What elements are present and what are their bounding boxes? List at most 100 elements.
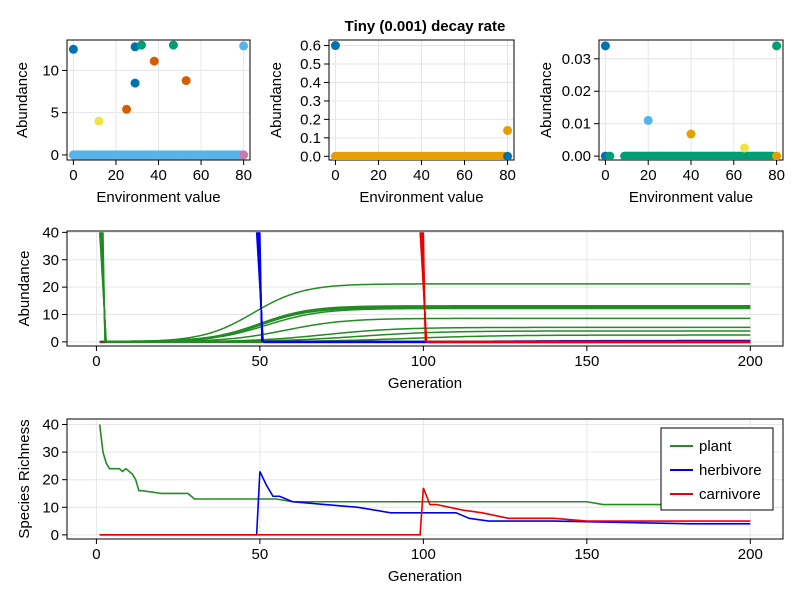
x-tick-label: 50 bbox=[252, 546, 269, 563]
data-point bbox=[136, 40, 146, 50]
y-tick-label: 40 bbox=[42, 417, 59, 434]
data-point bbox=[739, 143, 749, 153]
data-point bbox=[94, 116, 104, 126]
x-tick-label: 0 bbox=[69, 167, 77, 184]
env-carnivore-panel: 0 20 40 60 80 0.00 0.01 0.02 0.03 Environment val… bbox=[538, 39, 785, 206]
y-tick-label: 0.02 bbox=[562, 83, 591, 100]
env-plant-panel: 0 20 40 60 80 0 5 10 Environment value Abundance bbox=[14, 39, 252, 206]
x-tick-label: 20 bbox=[640, 167, 657, 184]
data-point bbox=[239, 150, 249, 160]
x-tick-label: 200 bbox=[738, 353, 763, 370]
herbivore-initial-spike bbox=[259, 232, 263, 342]
x-tick-label: 20 bbox=[108, 167, 125, 184]
data-point bbox=[68, 44, 78, 54]
y-tick-label: 0.4 bbox=[300, 74, 321, 91]
herbivore-richness-line bbox=[99, 471, 751, 536]
legend-label-carnivore: carnivore bbox=[699, 486, 761, 503]
env-plant-marks bbox=[68, 40, 249, 160]
y-tick-label: 0.00 bbox=[562, 148, 591, 165]
data-point bbox=[330, 41, 340, 51]
x-axis-label: Generation bbox=[388, 568, 462, 585]
data-point bbox=[122, 104, 132, 114]
richness-time-frame bbox=[66, 418, 784, 540]
plant-initial-spike bbox=[102, 232, 106, 342]
data-point bbox=[686, 129, 696, 139]
y-axis-label: Abundance bbox=[14, 62, 31, 138]
x-tick-label: 0 bbox=[601, 167, 609, 184]
x-axis-label: Environment value bbox=[359, 189, 483, 206]
y-tick-label: 10 bbox=[42, 499, 59, 516]
x-tick-label: 150 bbox=[574, 353, 599, 370]
richness-time-marks bbox=[98, 424, 751, 536]
x-tick-label: 80 bbox=[768, 167, 785, 184]
x-tick-label: 40 bbox=[683, 167, 700, 184]
x-tick-label: 0 bbox=[92, 353, 100, 370]
legend: plant herbivore carnivore bbox=[660, 427, 774, 511]
x-tick-label: 150 bbox=[574, 546, 599, 563]
data-point bbox=[643, 115, 653, 125]
y-tick-label: 0.3 bbox=[300, 93, 321, 110]
abundance-time-frame bbox=[66, 230, 784, 347]
data-point bbox=[605, 151, 615, 160]
y-axis-label: Species Richness bbox=[16, 419, 33, 538]
x-tick-label: 0 bbox=[92, 546, 100, 563]
y-tick-label: 0.01 bbox=[562, 116, 591, 133]
data-point bbox=[149, 56, 159, 66]
y-tick-label: 0.6 bbox=[300, 38, 321, 55]
legend-label-herbivore: herbivore bbox=[699, 462, 762, 479]
y-tick-label: 0.2 bbox=[300, 111, 321, 128]
env-herbivore-marks bbox=[330, 41, 513, 160]
y-tick-label: 20 bbox=[42, 279, 59, 296]
data-point bbox=[503, 125, 513, 135]
data-point bbox=[772, 151, 782, 160]
data-point bbox=[772, 41, 782, 51]
carnivore-richness-line bbox=[99, 487, 751, 536]
x-axis-label: Generation bbox=[388, 375, 462, 392]
x-tick-label: 80 bbox=[235, 167, 252, 184]
y-tick-label: 0 bbox=[51, 147, 59, 164]
x-tick-label: 200 bbox=[738, 546, 763, 563]
plant-richness-line bbox=[98, 424, 751, 506]
richness-time-panel: 0 50 100 150 200 0 10 20 30 40 Generation Species R… bbox=[16, 417, 784, 585]
y-tick-label: 0 bbox=[51, 527, 59, 544]
x-tick-label: 80 bbox=[499, 167, 516, 184]
abundance-time-marks bbox=[98, 232, 751, 344]
x-tick-label: 100 bbox=[411, 353, 436, 370]
data-point bbox=[239, 41, 249, 51]
x-tick-label: 20 bbox=[370, 167, 387, 184]
env-carnivore-marks bbox=[600, 41, 782, 160]
y-tick-label: 0.0 bbox=[300, 148, 321, 165]
data-point bbox=[600, 41, 610, 51]
x-tick-label: 40 bbox=[413, 167, 430, 184]
data-point bbox=[181, 76, 191, 86]
legend-label-plant: plant bbox=[699, 438, 732, 455]
legend-box bbox=[660, 427, 774, 511]
y-axis-label: Abundance bbox=[538, 62, 555, 138]
y-tick-label: 10 bbox=[42, 307, 59, 324]
x-tick-label: 60 bbox=[725, 167, 742, 184]
x-axis-label: Environment value bbox=[629, 189, 753, 206]
y-tick-label: 30 bbox=[42, 444, 59, 461]
data-point bbox=[168, 40, 178, 50]
y-tick-label: 40 bbox=[42, 224, 59, 241]
x-axis-label: Environment value bbox=[96, 189, 220, 206]
y-tick-label: 20 bbox=[42, 472, 59, 489]
y-tick-label: 5 bbox=[51, 105, 59, 122]
env-herbivore-panel: 0 20 40 60 80 0.00.1 0.20.3 0.40.50.6 Environmen… bbox=[268, 38, 516, 206]
y-tick-label: 0.5 bbox=[300, 56, 321, 73]
x-tick-label: 60 bbox=[456, 167, 473, 184]
data-point bbox=[503, 151, 513, 160]
abundance-time-panel: 0 50 100 150 200 0 10 20 30 40 Generation Abundance bbox=[16, 224, 784, 392]
x-tick-label: 40 bbox=[150, 167, 167, 184]
x-tick-label: 100 bbox=[411, 546, 436, 563]
y-tick-label: 0.03 bbox=[562, 51, 591, 68]
x-tick-label: 0 bbox=[331, 167, 339, 184]
figure-title: Tiny (0.001) decay rate bbox=[345, 18, 506, 35]
y-axis-label: Abundance bbox=[16, 251, 33, 327]
carnivore-initial-spike bbox=[422, 232, 427, 342]
y-axis-label: Abundance bbox=[268, 62, 285, 138]
y-tick-label: 10 bbox=[42, 62, 59, 79]
data-point bbox=[130, 78, 140, 88]
